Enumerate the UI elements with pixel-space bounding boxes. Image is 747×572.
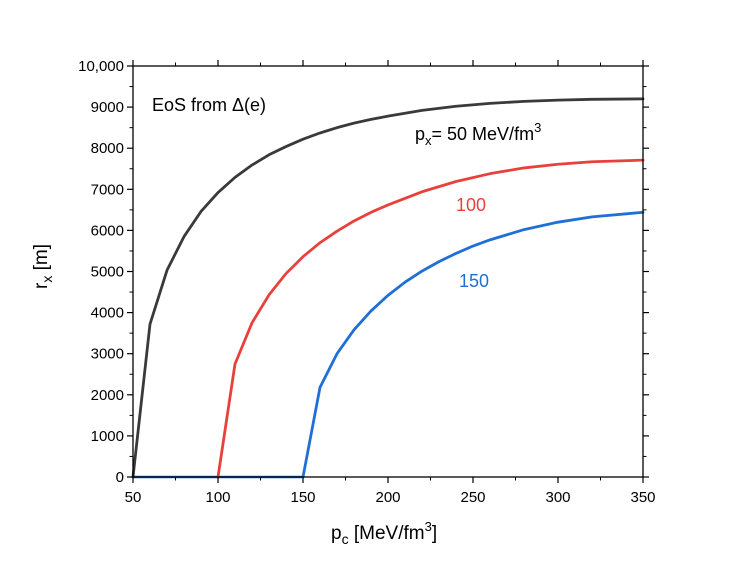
y-axis-title: rx [m] — [31, 244, 55, 289]
x-axis-title-sub: c — [342, 531, 349, 547]
y-tick-label: 3000 — [91, 346, 124, 363]
x-axis-title-close: ] — [432, 523, 437, 544]
x-tick-label: 150 — [290, 489, 315, 506]
px-annotation-rest: = 50 MeV/fm — [432, 124, 535, 144]
series-line-0 — [131, 97, 645, 479]
x-tick-label: 350 — [630, 489, 655, 506]
y-tick-label: 6000 — [91, 222, 124, 239]
y-tick-label: 8000 — [91, 140, 124, 157]
label-100: 100 — [456, 195, 486, 215]
px-annotation-sub: x — [425, 133, 432, 148]
series-line-2 — [301, 210, 645, 479]
y-tick-label: 9000 — [91, 99, 124, 116]
y-axis-title-main: r — [31, 282, 52, 289]
px-annotation: px= 50 MeV/fm3 — [415, 120, 541, 148]
x-axis-title-sup: 3 — [425, 519, 432, 534]
x-tick-label: 300 — [545, 489, 570, 506]
x-tick-label: 100 — [205, 489, 230, 506]
y-tick-label: 5000 — [91, 264, 124, 281]
x-axis-title-rest: [MeV/fm — [349, 523, 425, 544]
axis-layer: 50 100 150 200 250 300 350 0 1000 2000 3000 4000 500… — [78, 58, 655, 506]
x-tick-label: 200 — [375, 489, 400, 506]
y-tick-label: 1000 — [91, 428, 124, 445]
x-tick-label: 50 — [125, 489, 142, 506]
y-tick-label: 0 — [116, 469, 124, 486]
px-annotation-p: p — [415, 124, 425, 144]
series-line-1 — [216, 158, 645, 479]
y-axis-title-sub: x — [39, 276, 55, 283]
plot-frame — [132, 65, 644, 478]
y-axis-title-rest: [m] — [31, 244, 52, 276]
x-axis-title: pc [MeV/fm3] — [331, 519, 437, 547]
y-tick-label: 7000 — [91, 181, 124, 198]
label-150: 150 — [459, 271, 489, 291]
px-annotation-sup: 3 — [534, 120, 541, 135]
x-axis-title-main: p — [331, 523, 342, 544]
eos-annotation: EoS from Δ(e) — [152, 95, 266, 115]
x-tick-label: 250 — [460, 489, 485, 506]
y-tick-label: 2000 — [91, 387, 124, 404]
y-tick-label: 10,000 — [78, 58, 124, 75]
y-tick-label: 4000 — [91, 305, 124, 322]
series-layer — [131, 97, 645, 479]
